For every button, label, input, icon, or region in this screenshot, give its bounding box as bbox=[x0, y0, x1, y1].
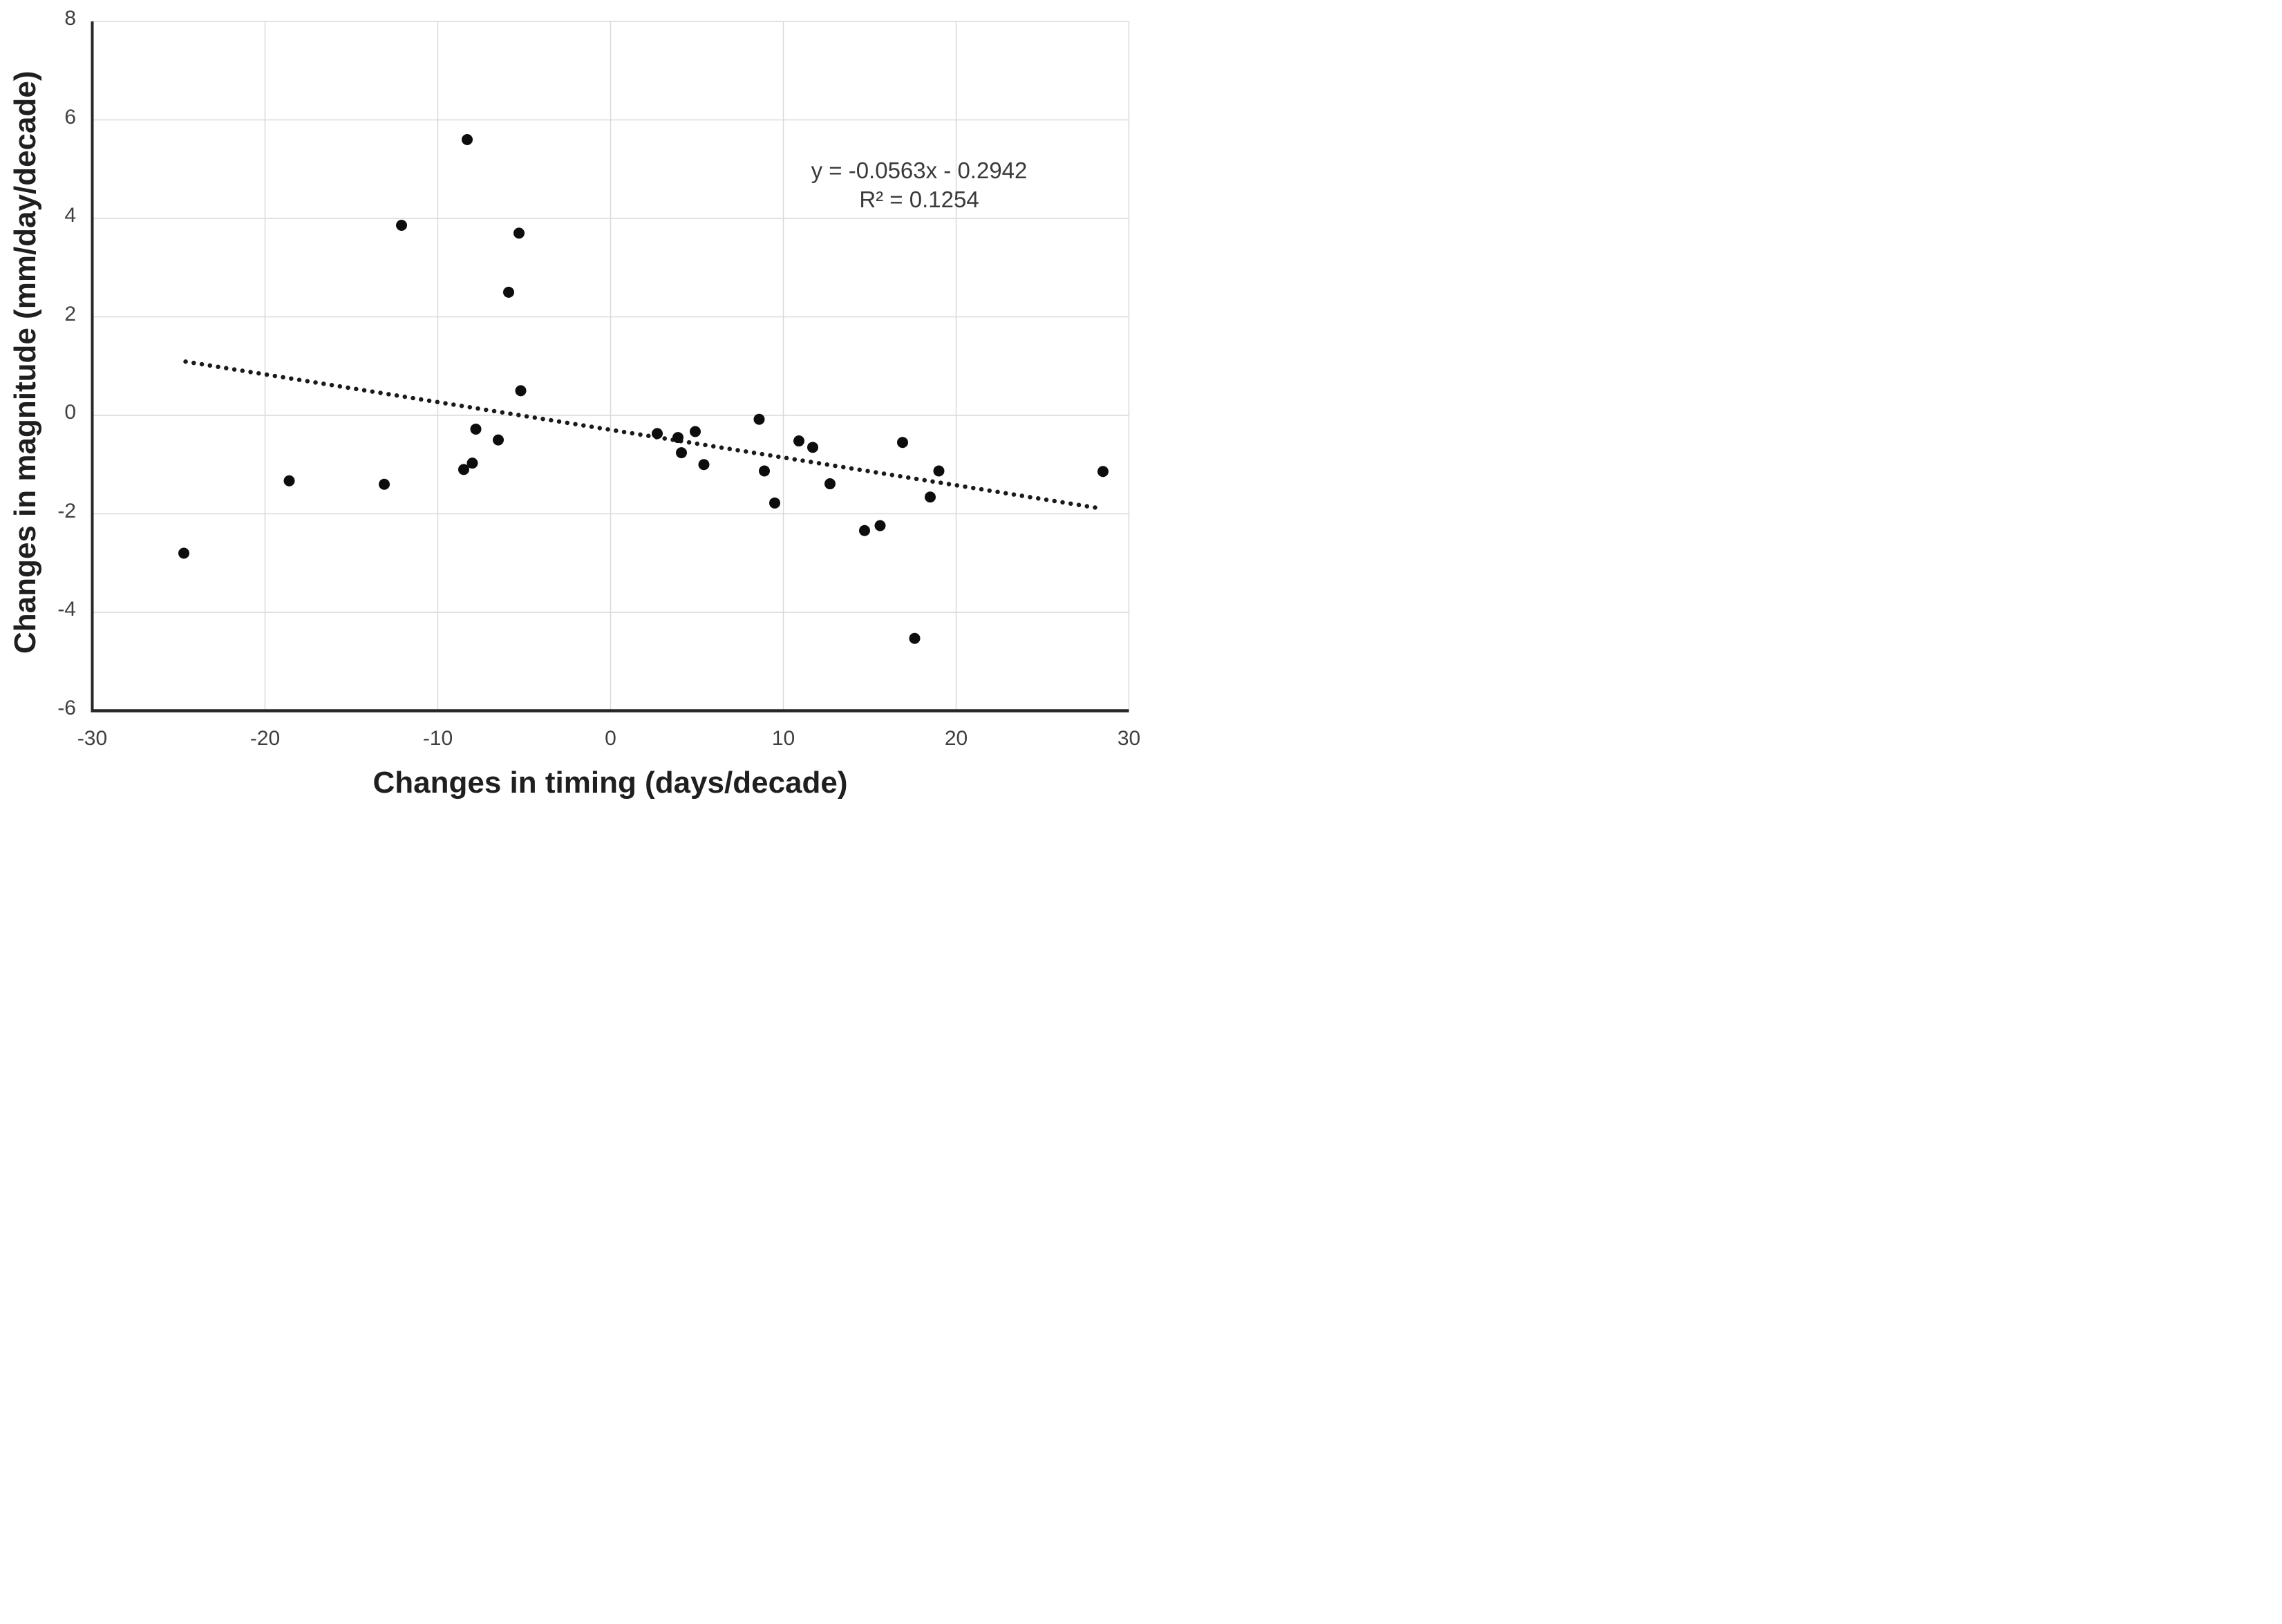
data-point bbox=[503, 286, 514, 298]
y-axis-tick-label: -4 bbox=[57, 598, 76, 621]
x-axis-tick-label: 20 bbox=[944, 727, 968, 750]
data-point bbox=[807, 442, 818, 453]
plot-area bbox=[91, 21, 1130, 712]
data-point bbox=[909, 632, 921, 644]
data-point bbox=[897, 437, 908, 449]
x-axis-tick-label: 30 bbox=[1117, 727, 1141, 750]
data-point bbox=[396, 219, 407, 231]
data-point bbox=[1097, 466, 1109, 478]
x-axis-tick-label: -10 bbox=[422, 727, 453, 750]
data-point bbox=[672, 432, 683, 444]
data-point bbox=[769, 497, 780, 509]
data-point bbox=[676, 447, 687, 459]
x-axis-tick-label: 0 bbox=[605, 727, 616, 750]
y-axis-tick-label: 2 bbox=[64, 302, 76, 325]
data-point bbox=[859, 525, 870, 536]
data-point bbox=[470, 423, 482, 435]
data-point bbox=[515, 385, 527, 397]
y-axis-tick-label: -6 bbox=[57, 696, 76, 719]
data-point bbox=[458, 464, 469, 475]
y-axis-tick-label: 6 bbox=[64, 105, 76, 129]
data-point bbox=[933, 465, 945, 477]
y-axis-tick-label: 0 bbox=[64, 401, 76, 424]
data-point bbox=[462, 134, 473, 145]
data-point bbox=[690, 426, 701, 437]
scatter-chart: Changes in magnitude (mm/day/decade) Cha… bbox=[0, 0, 1141, 812]
trendline-r-squared-text: R² = 0.1254 bbox=[859, 187, 979, 213]
y-axis-tick-label: 4 bbox=[64, 204, 76, 227]
data-point bbox=[513, 227, 525, 239]
data-point bbox=[759, 465, 770, 477]
x-axis-title: Changes in timing (days/decade) bbox=[373, 766, 848, 800]
trendline bbox=[183, 359, 1102, 511]
data-point bbox=[874, 520, 886, 531]
data-point bbox=[824, 478, 836, 490]
data-point bbox=[793, 435, 804, 447]
trendline-equation-text: y = -0.0563x - 0.2942 bbox=[811, 158, 1028, 183]
data-point bbox=[493, 434, 504, 446]
data-point bbox=[466, 457, 478, 469]
data-point bbox=[652, 428, 663, 440]
y-axis-title: Changes in magnitude (mm/day/decade) bbox=[8, 70, 42, 654]
data-point bbox=[753, 413, 765, 425]
x-axis-tick-label: -30 bbox=[77, 727, 108, 750]
trendline-equation: y = -0.0563x - 0.2942 R² = 0.1254 bbox=[712, 156, 1126, 214]
data-point bbox=[379, 478, 390, 490]
data-point bbox=[698, 459, 710, 471]
x-axis-tick-label: 10 bbox=[771, 727, 795, 750]
data-point bbox=[178, 547, 189, 559]
data-point bbox=[925, 491, 936, 503]
data-point bbox=[283, 475, 295, 487]
x-axis-tick-label: -20 bbox=[249, 727, 281, 750]
y-axis-tick-label: 8 bbox=[64, 7, 76, 30]
y-axis-tick-label: -2 bbox=[57, 499, 76, 522]
